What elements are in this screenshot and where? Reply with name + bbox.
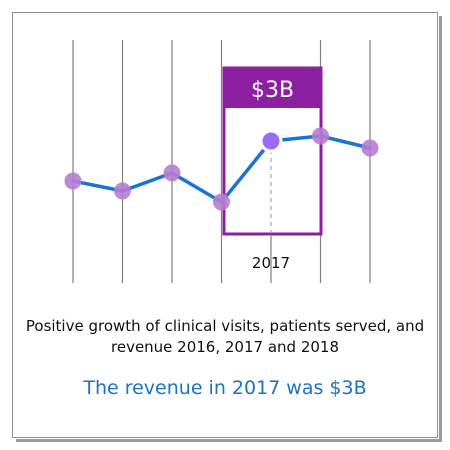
data-point bbox=[361, 139, 379, 157]
highlight-value-label: $3B bbox=[251, 78, 294, 103]
data-points bbox=[64, 127, 379, 211]
card-shadow bbox=[16, 16, 442, 442]
highlight-label-bg bbox=[224, 68, 321, 108]
chart-caption: Positive growth of clinical visits, pati… bbox=[25, 317, 425, 356]
data-point bbox=[114, 182, 131, 200]
x-tick-label: 2017 bbox=[252, 254, 290, 272]
data-point bbox=[64, 172, 82, 190]
gridlines bbox=[72, 40, 371, 283]
data-point bbox=[312, 127, 329, 145]
highlight-box: $3B 2017 bbox=[222, 66, 323, 283]
data-point bbox=[213, 193, 230, 211]
headline-text: The revenue in 2017 was $3B bbox=[83, 377, 367, 399]
data-point bbox=[163, 164, 181, 182]
highlighted-data-point bbox=[259, 129, 283, 153]
